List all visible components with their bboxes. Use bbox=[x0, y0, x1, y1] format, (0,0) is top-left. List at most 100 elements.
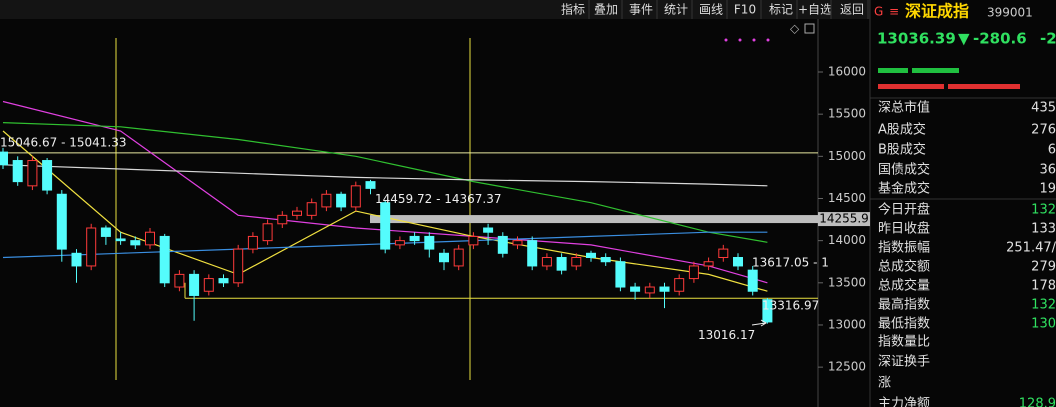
candle-body bbox=[42, 160, 53, 191]
candle-body bbox=[247, 235, 258, 250]
row-value: 132 bbox=[1031, 298, 1056, 313]
dots bbox=[724, 38, 770, 42]
y-tick-label: 14500 bbox=[828, 191, 866, 205]
row-label: 深总市值 bbox=[878, 100, 930, 116]
row-value: 279 bbox=[1031, 260, 1056, 275]
toolbar-button[interactable]: +自选 bbox=[798, 3, 832, 17]
y-tick-label: 16000 bbox=[828, 64, 866, 78]
candle-body bbox=[174, 273, 185, 288]
y-tick-label: 15000 bbox=[828, 149, 866, 163]
annotation: 13617.05 - 1 bbox=[752, 255, 829, 269]
candle-body bbox=[600, 257, 611, 263]
candle-body bbox=[556, 257, 567, 271]
candle-body bbox=[145, 231, 155, 246]
annotation: 14459.72 - 14367.37 bbox=[375, 192, 501, 206]
buy-bar bbox=[878, 68, 908, 73]
candle-body bbox=[527, 240, 538, 267]
toolbar-button[interactable]: F10 bbox=[734, 3, 756, 17]
row-value: 276 bbox=[1031, 123, 1056, 138]
candle-body bbox=[409, 235, 420, 242]
toolbar bbox=[0, 0, 870, 19]
candle-body bbox=[12, 160, 23, 183]
row-label: 今日开盘 bbox=[878, 202, 930, 218]
sell-bar bbox=[948, 84, 1020, 89]
y-tick-label: 12500 bbox=[828, 360, 866, 374]
ma-line bbox=[2, 122, 768, 243]
candle-body bbox=[306, 202, 317, 216]
candle-body bbox=[439, 252, 449, 263]
candle-body bbox=[336, 193, 347, 208]
toolbar-button[interactable]: 指标 bbox=[561, 2, 585, 17]
candle-body bbox=[350, 185, 361, 208]
candle-body bbox=[159, 235, 170, 284]
candle-body bbox=[659, 286, 670, 292]
price: 13036.39 bbox=[877, 30, 956, 48]
row-label: 国债成交 bbox=[878, 162, 930, 178]
candle-body bbox=[483, 227, 494, 233]
candle-body bbox=[497, 235, 508, 254]
candle-body bbox=[586, 252, 596, 259]
annotation: 15046.67 - 15041.33 bbox=[0, 135, 126, 149]
index-name: 深证成指 bbox=[905, 2, 969, 21]
candle-body bbox=[718, 248, 729, 259]
row-label: 涨 bbox=[878, 376, 891, 391]
candle-body bbox=[130, 240, 141, 246]
candle-body bbox=[56, 193, 67, 250]
row-label: 总成交量 bbox=[878, 278, 930, 294]
y-tick-label: 13000 bbox=[828, 317, 866, 331]
icon-window[interactable] bbox=[804, 23, 815, 34]
candle-body bbox=[747, 269, 758, 292]
sell-bar bbox=[878, 84, 944, 89]
row-value: 178 bbox=[1031, 279, 1056, 294]
row-value: 435 bbox=[1031, 101, 1056, 116]
candle-body bbox=[644, 286, 655, 294]
toolbar-button[interactable]: 事件 bbox=[629, 3, 653, 17]
icon-diamond[interactable]: ◇ bbox=[790, 22, 800, 36]
row-value: 132 bbox=[1031, 203, 1056, 218]
toolbar-button[interactable]: 标记 bbox=[769, 3, 793, 17]
candle-body bbox=[233, 248, 244, 284]
down-arrow: ▼ bbox=[958, 30, 970, 48]
row-value: 130 bbox=[1031, 317, 1056, 332]
candle-body bbox=[321, 193, 332, 208]
y-tick-label: 13500 bbox=[828, 275, 866, 289]
candle-body bbox=[733, 257, 743, 267]
annotation-arrow bbox=[751, 319, 767, 327]
toolbar-button[interactable]: 统计 bbox=[664, 3, 688, 17]
candle-body bbox=[541, 257, 552, 267]
candle-body bbox=[115, 238, 126, 242]
row-label: 指数量比 bbox=[878, 335, 930, 350]
row-label: A股成交 bbox=[878, 122, 926, 138]
row-label: 最高指数 bbox=[878, 297, 930, 313]
candle-body bbox=[100, 227, 111, 237]
candle-body bbox=[703, 261, 714, 267]
row-label: 主力净额 bbox=[878, 397, 930, 407]
row-value: 19 bbox=[1039, 182, 1056, 197]
toolbar-button[interactable]: 返回 bbox=[840, 3, 864, 17]
candle-body bbox=[468, 235, 479, 246]
candle-body bbox=[424, 235, 435, 250]
menu-icon[interactable]: ≡ bbox=[889, 5, 899, 19]
row-label: 昨日收盘 bbox=[878, 221, 930, 237]
row-value: 251.47/ bbox=[1006, 241, 1056, 256]
row-label: 指数振幅 bbox=[878, 241, 930, 256]
row-value: 133 bbox=[1031, 222, 1056, 237]
candle-body bbox=[218, 278, 229, 284]
y-tick-label: 14000 bbox=[828, 233, 866, 247]
toolbar-button[interactable]: 画线 bbox=[699, 3, 723, 17]
candle-body bbox=[292, 210, 302, 216]
candle-body bbox=[71, 252, 82, 267]
toolbar-button[interactable]: 叠加 bbox=[594, 3, 618, 17]
row-value: 36 bbox=[1039, 163, 1056, 178]
candle-body bbox=[189, 273, 200, 296]
flag: G bbox=[874, 5, 883, 19]
candle-body bbox=[688, 265, 699, 280]
annotation: 13316.97 bbox=[762, 299, 819, 313]
ma-line bbox=[2, 100, 768, 284]
plot: 12500 13000 13500 14000 14500 15000 15500 16000… bbox=[0, 64, 870, 374]
row-value: 128.9 bbox=[1019, 397, 1056, 407]
candle-body bbox=[762, 299, 773, 323]
candle-body bbox=[203, 278, 214, 292]
